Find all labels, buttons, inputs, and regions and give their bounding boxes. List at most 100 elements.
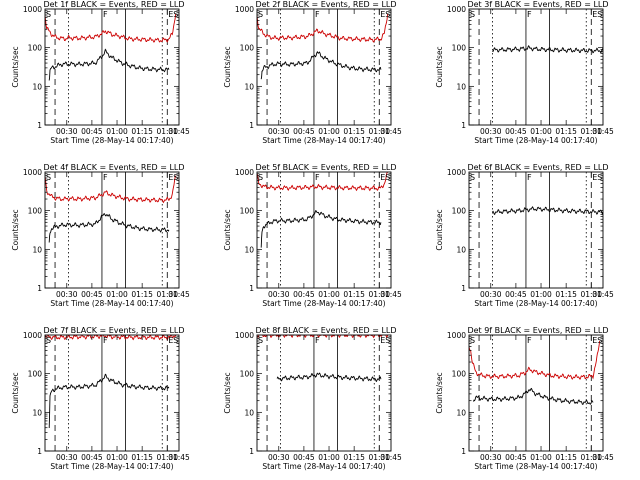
plot-frame <box>256 171 392 289</box>
y-tick-label: 1000 <box>235 5 254 14</box>
x-tick-label: 01:15 <box>555 290 577 299</box>
x-tick-label: 01:30 <box>368 290 390 299</box>
x-tick-label: 01:30 <box>368 453 390 462</box>
chart-title: Det 7f BLACK = Events, RED = LLD <box>43 326 184 335</box>
chart-panel-2: Det 2f BLACK = Events, RED = LLD 1 10 100 10… <box>223 0 402 145</box>
y-tick-label: 100 <box>28 44 43 53</box>
y-tick-label: 100 <box>28 207 43 216</box>
x-tick-label: 00:45 <box>293 453 315 462</box>
y-tick-label: 100 <box>452 207 467 216</box>
x-tick-label: 00:30 <box>56 127 78 136</box>
x-tick-label: 00:30 <box>480 127 502 136</box>
y-tick-label: 100 <box>452 370 467 379</box>
y-tick-label: 1 <box>249 447 254 456</box>
event-marker-label: F <box>103 173 108 182</box>
lld-series-line <box>469 340 601 380</box>
y-tick-label: 10 <box>456 82 466 91</box>
y-tick-label: 1000 <box>447 5 466 14</box>
x-tick-label: 01:15 <box>131 127 153 136</box>
x-tick-label: 00:45 <box>505 127 527 136</box>
y-tick-label: 1000 <box>23 5 42 14</box>
y-axis-label: Counts/sec <box>11 46 20 87</box>
plot-frame <box>256 334 392 452</box>
y-tick-label: 10 <box>32 82 42 91</box>
plot-frame <box>468 171 604 289</box>
event-marker-label: S <box>173 173 178 182</box>
chart-title: Det 6f BLACK = Events, RED = LLD <box>467 163 608 172</box>
y-tick-label: 10 <box>244 245 254 254</box>
events-series-line <box>492 44 603 54</box>
event-marker-label: E <box>168 10 173 19</box>
y-tick-label: 1 <box>249 284 254 293</box>
event-marker-label: E <box>380 173 385 182</box>
y-tick-label: 1000 <box>235 168 254 177</box>
x-tick-label: 00:30 <box>268 453 290 462</box>
y-tick-label: 1000 <box>447 168 466 177</box>
chart-panel-3: Det 3f BLACK = Events, RED = LLD 1 10 100 10… <box>435 0 614 145</box>
event-marker-label: E <box>592 10 597 19</box>
event-marker-label: S <box>258 336 263 345</box>
x-tick-label: 01:00 <box>106 290 128 299</box>
x-tick-label: 00:30 <box>480 453 502 462</box>
x-tick-label: 01:15 <box>343 127 365 136</box>
events-series-line <box>48 212 170 243</box>
event-marker-label: S <box>470 173 475 182</box>
x-tick-label: 00:45 <box>81 290 103 299</box>
x-axis-label: Start Time (28-May-14 00:17:40) <box>50 136 173 145</box>
chart-title: Det 9f BLACK = Events, RED = LLD <box>467 326 608 335</box>
chart-series-group <box>257 172 388 248</box>
x-tick-label: 01:45 <box>592 453 614 462</box>
event-marker-label: S <box>385 10 390 19</box>
y-tick-label: 100 <box>240 44 255 53</box>
x-tick-label: 01:45 <box>380 290 402 299</box>
event-marker-label: S <box>258 173 263 182</box>
chart-title: Det 3f BLACK = Events, RED = LLD <box>467 0 608 9</box>
events-series-line <box>276 372 382 383</box>
y-tick-label: 10 <box>32 408 42 417</box>
event-marker-label: S <box>46 336 51 345</box>
y-tick-label: 1 <box>37 284 42 293</box>
x-tick-label: 01:45 <box>168 290 190 299</box>
chart-series-group <box>45 175 177 243</box>
event-marker-label: F <box>527 173 532 182</box>
plot-frame <box>468 8 604 126</box>
x-tick-label: 01:30 <box>580 290 602 299</box>
lld-series-line <box>257 13 389 43</box>
chart-panel-4: Det 4f BLACK = Events, RED = LLD 1 10 100 10… <box>11 163 190 308</box>
x-tick-label: 01:00 <box>530 453 552 462</box>
event-marker-label: F <box>527 336 532 345</box>
x-tick-label: 00:45 <box>293 290 315 299</box>
y-axis-label: Counts/sec <box>223 46 232 87</box>
chart-series-group <box>492 206 603 216</box>
x-tick-label: 00:45 <box>81 453 103 462</box>
lld-series-line <box>45 175 177 204</box>
event-marker-label: F <box>315 10 320 19</box>
x-tick-label: 01:45 <box>168 453 190 462</box>
plot-frame <box>44 334 180 452</box>
chart-title: Det 2f BLACK = Events, RED = LLD <box>255 0 396 9</box>
x-tick-label: 01:15 <box>555 127 577 136</box>
y-tick-label: 1 <box>37 121 42 130</box>
event-marker-label: S <box>385 173 390 182</box>
x-tick-label: 01:30 <box>580 127 602 136</box>
event-marker-label: E <box>380 10 385 19</box>
x-tick-label: 01:00 <box>106 453 128 462</box>
x-tick-label: 00:45 <box>505 290 527 299</box>
chart-series-group <box>45 13 177 81</box>
event-marker-label: S <box>258 10 263 19</box>
x-tick-label: 01:30 <box>156 453 178 462</box>
y-axis-label: Counts/sec <box>435 46 444 87</box>
event-marker-label: S <box>597 10 602 19</box>
event-marker-label: E <box>380 336 385 345</box>
event-marker-label: S <box>597 173 602 182</box>
chart-series-group <box>45 335 177 429</box>
x-tick-label: 01:45 <box>380 127 402 136</box>
events-series-line <box>260 210 382 248</box>
y-tick-label: 100 <box>240 207 255 216</box>
event-marker-label: E <box>168 336 173 345</box>
event-marker-label: F <box>527 10 532 19</box>
event-marker-label: F <box>315 173 320 182</box>
plot-frame <box>256 8 392 126</box>
y-tick-label: 10 <box>456 408 466 417</box>
